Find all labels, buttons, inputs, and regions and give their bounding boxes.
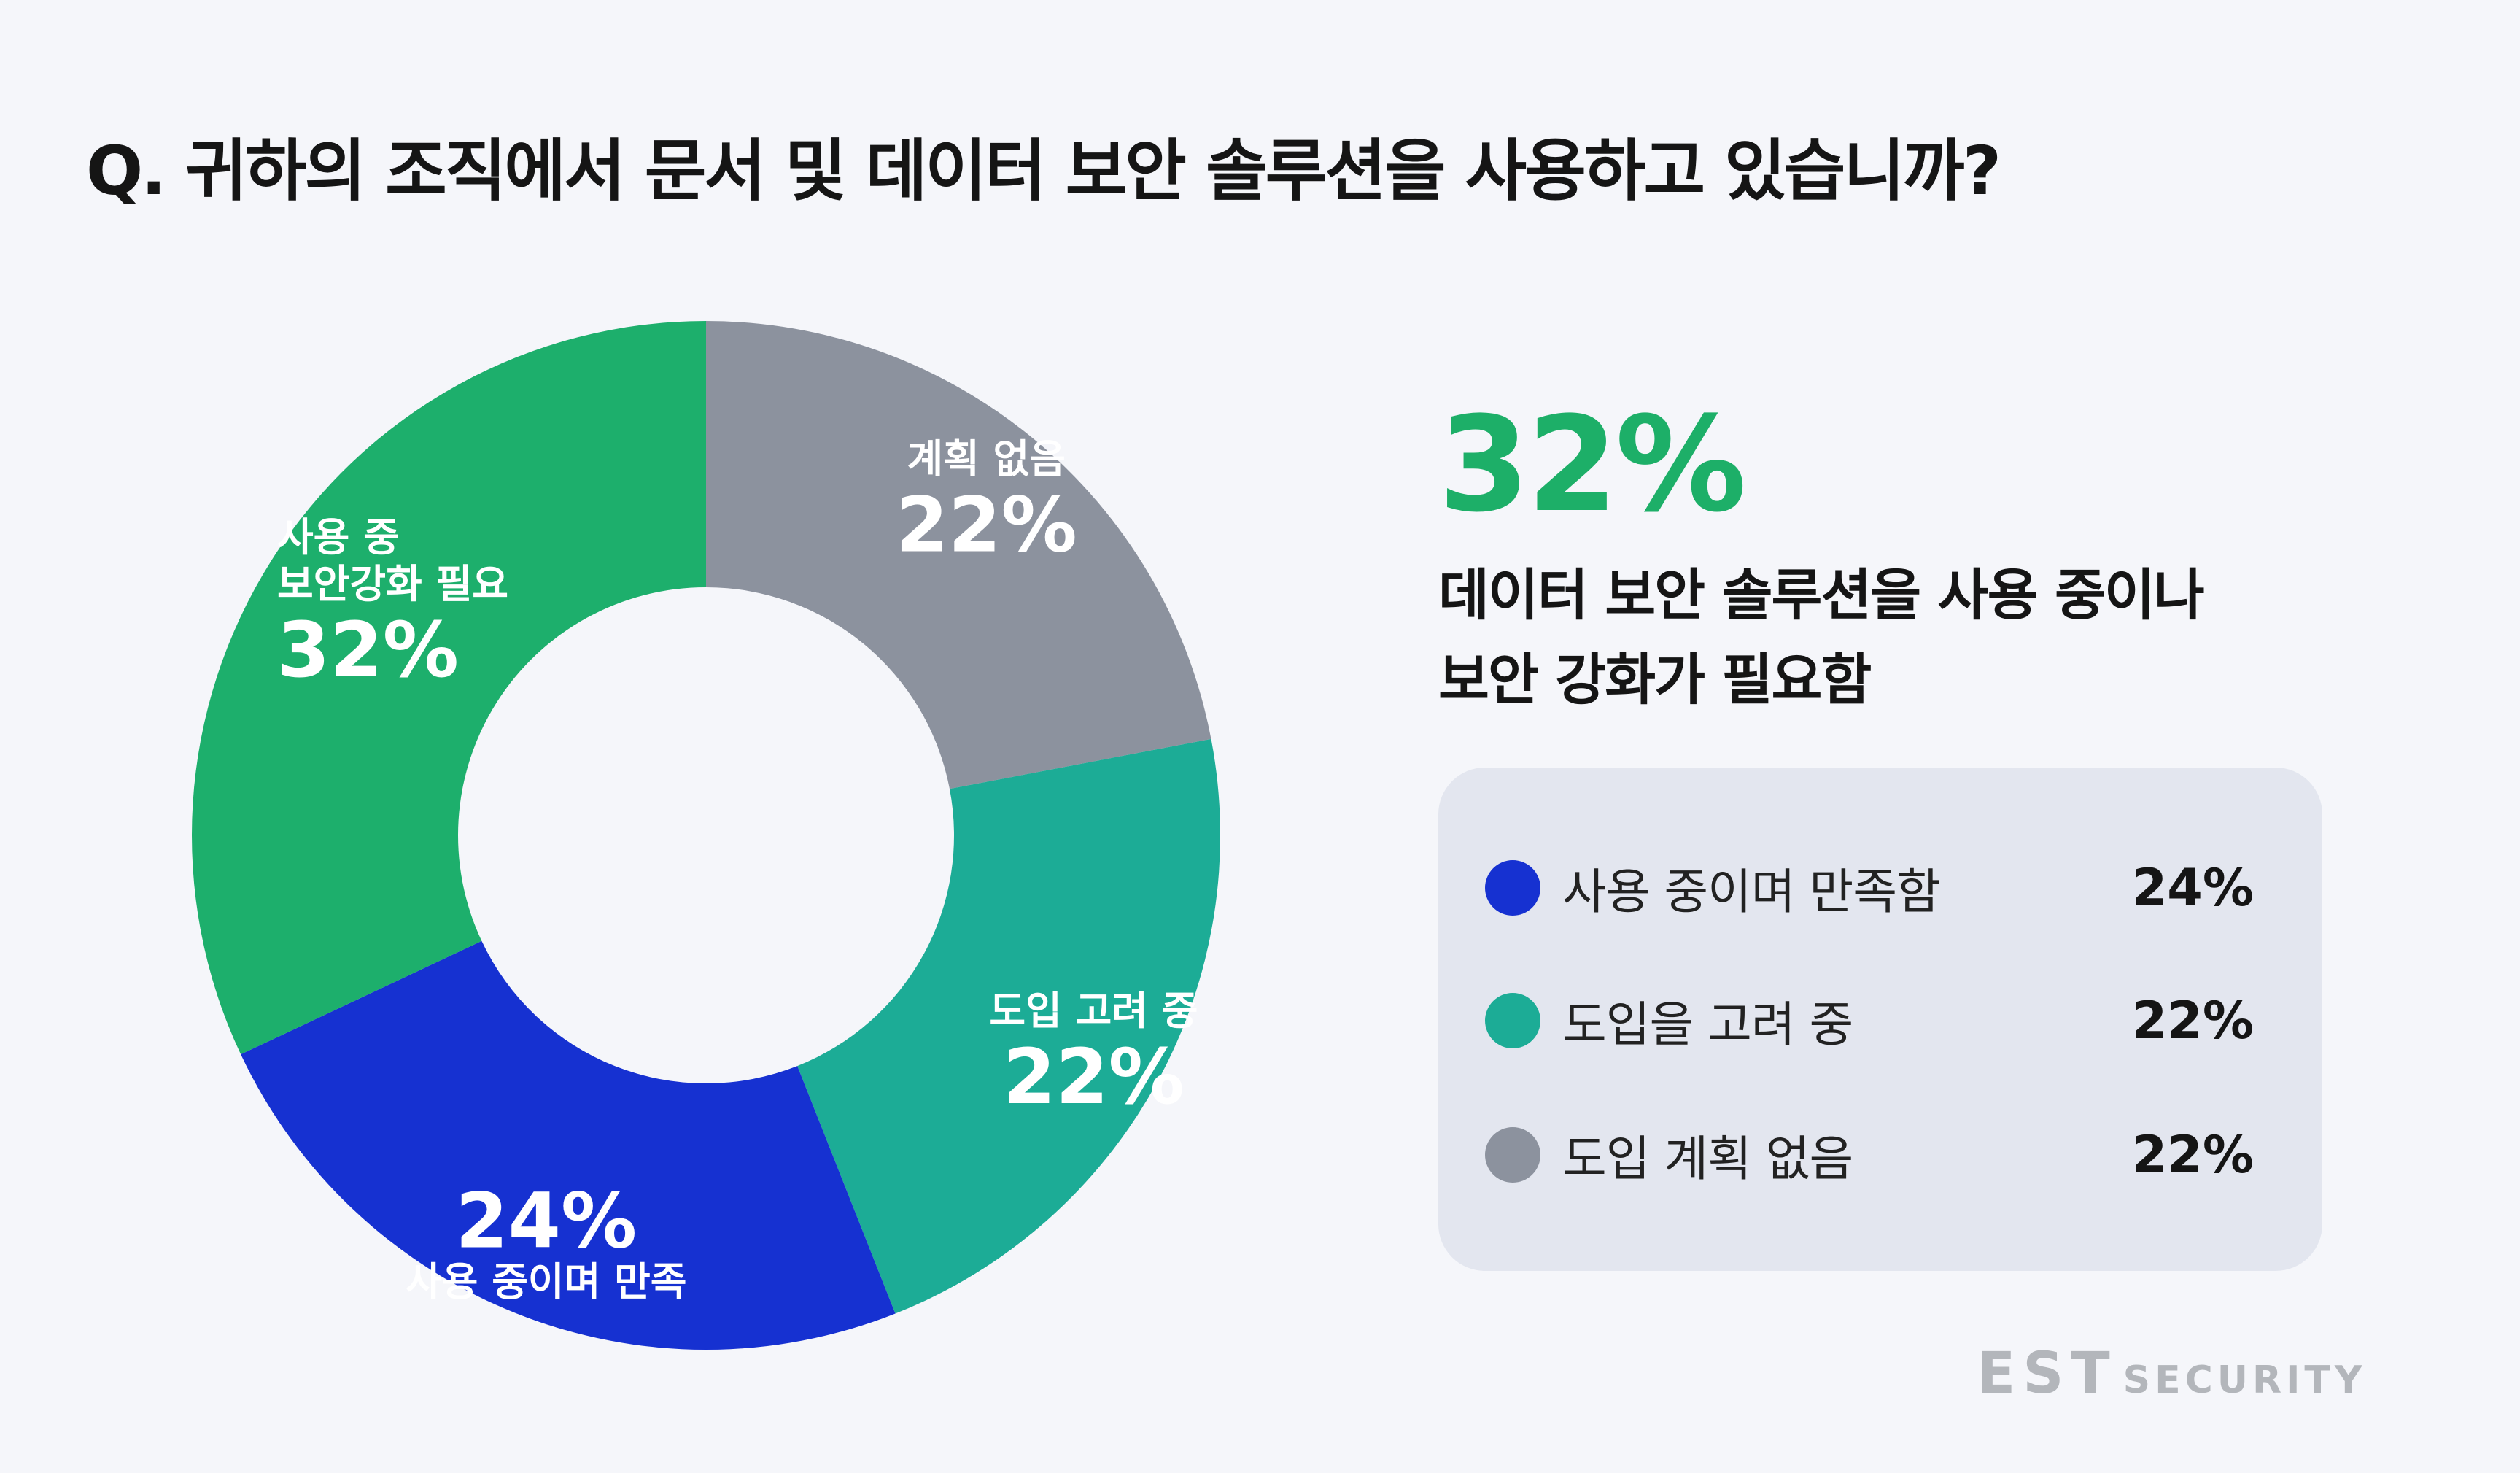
highlight-panel: 32% 데이터 보안 솔루션을 사용 중이나 보안 강화가 필요함 [1438, 389, 2205, 722]
slice-value-label: 22% [896, 481, 1077, 570]
legend-item: 도입 계획 없음 22% [1485, 1122, 2254, 1188]
legend-value: 22% [2131, 991, 2254, 1051]
donut-slice [191, 321, 706, 1055]
slice-value-label: 22% [1003, 1032, 1185, 1121]
slice-category-label: 도입 고려 중 [989, 988, 1198, 1034]
legend-dot [1485, 860, 1540, 916]
legend-item: 도입을 고려 중 22% [1485, 988, 2254, 1053]
legend-value: 24% [2131, 858, 2254, 918]
slice-category-label: 사용 중 [277, 514, 400, 560]
chart-question-title: Q. 귀하의 조직에서 문서 및 데이터 보안 솔루션을 사용하고 있습니까? [86, 132, 2001, 210]
logo-est-text: EST [1977, 1341, 2117, 1407]
slice-value-label: 24% [455, 1177, 637, 1266]
legend-label: 사용 중이며 만족함 [1562, 864, 1941, 920]
legend-label: 도입 계획 없음 [1562, 1131, 1853, 1187]
legend: 사용 중이며 만족함 24% 도입을 고려 중 22% 도입 계획 없음 22% [1438, 768, 2322, 1271]
slice-value-label: 32% [277, 606, 459, 695]
slice-category-label: 보안강화 필요 [277, 561, 508, 607]
highlight-value: 32% [1438, 389, 1747, 541]
donut-slice [706, 321, 1211, 789]
highlight-desc-line-1: 데이터 보안 솔루션을 사용 중이나 [1438, 562, 2205, 627]
donut-slice [797, 738, 1220, 1314]
legend-dot [1485, 1127, 1540, 1183]
slice-category-label: 계획 없음 [907, 436, 1066, 482]
highlight-desc-line-2: 보안 강화가 필요함 [1438, 647, 1872, 712]
donut-slice [241, 940, 896, 1350]
legend-item: 사용 중이며 만족함 24% [1485, 855, 2254, 921]
legend-value: 22% [2131, 1125, 2254, 1185]
slice-category-label: 사용 중이며 만족 [406, 1259, 686, 1305]
highlight-description: 데이터 보안 솔루션을 사용 중이나 보안 강화가 필요함 [1438, 553, 2205, 722]
legend-dot [1485, 993, 1540, 1048]
legend-label: 도입을 고려 중 [1562, 997, 1853, 1053]
est-security-logo: EST SECURITY [1977, 1341, 2367, 1407]
logo-security-text: SECURITY [2122, 1358, 2367, 1402]
